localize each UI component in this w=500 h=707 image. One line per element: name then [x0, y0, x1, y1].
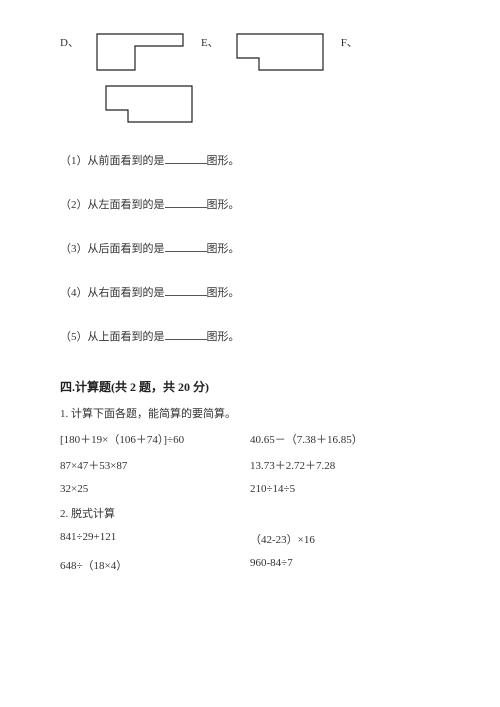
- option-label-f: F、: [341, 34, 358, 50]
- calc2-right-1: 960-84÷7: [250, 557, 293, 573]
- calc1-row-2: 32×25 210÷14÷5: [60, 483, 440, 495]
- question-5: （5）从上面看到的是 图形。: [60, 328, 440, 344]
- option-label-e: E、: [201, 34, 219, 50]
- q1-suffix: 图形。: [207, 155, 240, 167]
- question-3: （3）从后面看到的是 图形。: [60, 240, 440, 256]
- shape-d-path: [97, 34, 183, 70]
- options-row-1: D、 E、 F、: [60, 32, 440, 72]
- calc2-right-0: （42-23）×16: [250, 531, 315, 547]
- q5-suffix: 图形。: [207, 331, 240, 343]
- shape-e: [235, 32, 325, 72]
- section-4-sub2: 2. 脱式计算: [60, 505, 440, 521]
- question-4: （4）从右面看到的是 图形。: [60, 284, 440, 300]
- calc1-right-0: 40.65－（7.38＋16.85）: [250, 431, 363, 447]
- q4-suffix: 图形。: [207, 287, 240, 299]
- q3-text: （3）从后面看到的是: [60, 243, 165, 255]
- q4-blank: [165, 285, 207, 296]
- shape-e-svg: [235, 32, 325, 72]
- q5-text: （5）从上面看到的是: [60, 331, 165, 343]
- calc1-right-1: 13.73＋2.72＋7.28: [250, 457, 335, 473]
- section-4-title: 四.计算题(共 2 题，共 20 分): [60, 378, 440, 395]
- calc2-row-0: 841÷29+121 （42-23）×16: [60, 531, 440, 547]
- q2-text: （2）从左面看到的是: [60, 199, 165, 211]
- q2-blank: [165, 197, 207, 208]
- shape-d: [95, 32, 185, 72]
- shape-d-svg: [95, 32, 185, 72]
- calc2-left-1: 648÷（18×4）: [60, 557, 250, 573]
- calc1-right-2: 210÷14÷5: [250, 483, 295, 495]
- second-shape-row: [104, 84, 440, 124]
- question-2: （2）从左面看到的是 图形。: [60, 196, 440, 212]
- shape-e-path: [237, 34, 323, 70]
- calc2-row-1: 648÷（18×4） 960-84÷7: [60, 557, 440, 573]
- option-label-d: D、: [60, 34, 79, 50]
- q1-text: （1）从前面看到的是: [60, 155, 165, 167]
- calc1-row-1: 87×47＋53×87 13.73＋2.72＋7.28: [60, 457, 440, 473]
- q3-suffix: 图形。: [207, 243, 240, 255]
- section-4-sub1: 1. 计算下面各题，能简算的要简算。: [60, 405, 440, 421]
- q4-text: （4）从右面看到的是: [60, 287, 165, 299]
- calc1-left-2: 32×25: [60, 483, 250, 495]
- q5-blank: [165, 329, 207, 340]
- calc1-left-1: 87×47＋53×87: [60, 457, 250, 473]
- q3-blank: [165, 241, 207, 252]
- calc1-row-0: [180＋19×（106＋74）]÷60 40.65－（7.38＋16.85）: [60, 431, 440, 447]
- question-1: （1）从前面看到的是 图形。: [60, 152, 440, 168]
- calc1-left-0: [180＋19×（106＋74）]÷60: [60, 431, 250, 447]
- q1-blank: [165, 153, 207, 164]
- shape-second-path: [106, 86, 192, 122]
- calc2-left-0: 841÷29+121: [60, 531, 250, 547]
- shape-second-svg: [104, 84, 194, 124]
- q2-suffix: 图形。: [207, 199, 240, 211]
